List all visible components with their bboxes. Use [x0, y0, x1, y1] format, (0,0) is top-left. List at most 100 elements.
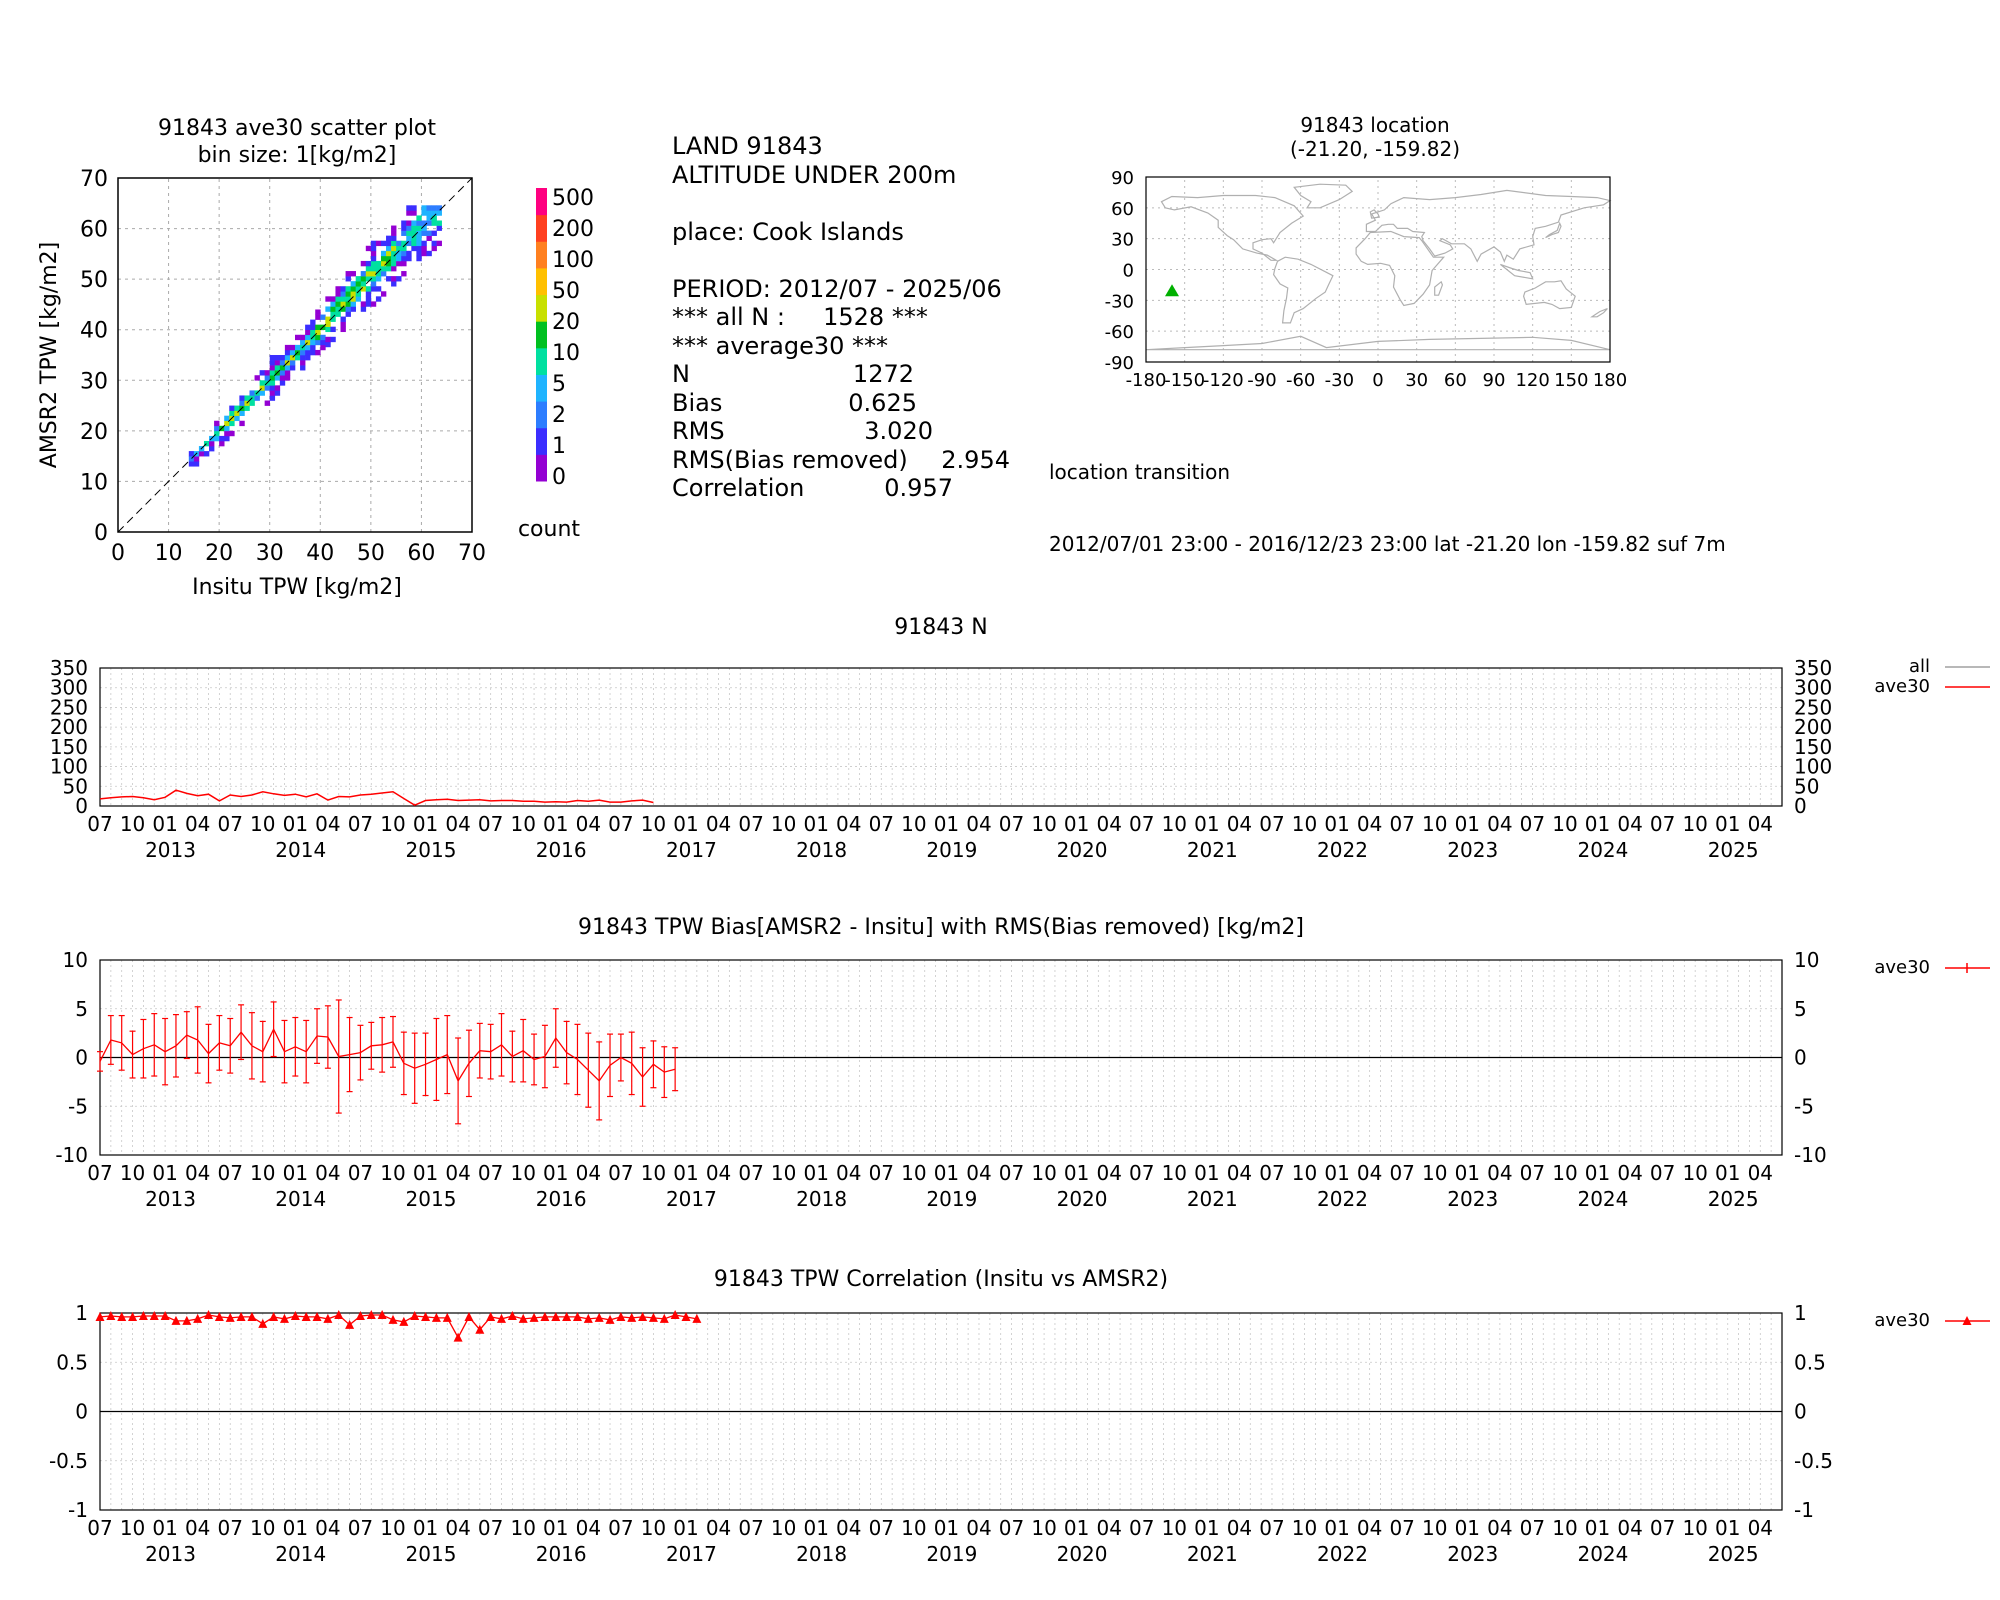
density-cell	[370, 281, 377, 287]
month-tick-label: 10	[1031, 1161, 1056, 1185]
density-cell	[340, 291, 346, 297]
density-cell	[375, 260, 382, 267]
density-cell	[391, 225, 397, 231]
density-cell	[305, 329, 311, 336]
correlation-timeseries-panel: 91843 TPW Correlation (Insitu vs AMSR2) …	[49, 1267, 1990, 1566]
density-cell	[330, 336, 336, 343]
location-transition-title: location transition	[1049, 460, 1230, 484]
density-cell	[330, 326, 336, 333]
map-ytick-label: -30	[1105, 291, 1134, 312]
year-tick-label: 2020	[1057, 838, 1108, 862]
correlation-point	[258, 1318, 268, 1328]
correlation-point	[366, 1309, 376, 1319]
correlation-point	[421, 1311, 431, 1321]
ytick-label-right: 10	[1794, 948, 1819, 972]
month-tick-label: 07	[1259, 1516, 1284, 1540]
stats-label: Correlation	[672, 474, 805, 502]
density-cell	[360, 286, 367, 292]
density-cell	[284, 344, 291, 351]
density-cell	[214, 435, 220, 442]
density-cell	[421, 205, 427, 211]
month-tick-label: 07	[1389, 812, 1414, 836]
density-cell	[229, 420, 235, 427]
density-cell	[289, 360, 296, 366]
month-tick-label: 04	[1227, 812, 1252, 836]
month-tick-label: 10	[901, 1516, 926, 1540]
density-cell	[380, 271, 387, 277]
correlation-point	[518, 1313, 528, 1323]
month-tick-label: 01	[673, 812, 698, 836]
month-tick-label: 04	[1096, 1161, 1121, 1185]
colorbar-segment	[536, 347, 547, 375]
year-tick-label: 2014	[275, 1542, 326, 1566]
ytick-label-right: 100	[1794, 755, 1832, 779]
month-tick-label: 01	[1455, 812, 1480, 836]
density-cell	[315, 329, 321, 336]
month-tick-label: 04	[1357, 1516, 1382, 1540]
density-cell	[214, 425, 220, 432]
correlation-point	[529, 1312, 539, 1322]
density-cell	[300, 355, 306, 361]
ytick-label-left: 1	[75, 1301, 88, 1325]
density-cell	[269, 390, 276, 396]
density-cell	[229, 410, 235, 416]
correlation-point	[648, 1312, 658, 1322]
density-cell	[295, 344, 301, 351]
density-cell	[370, 271, 377, 277]
ave30-correlation-line	[99, 1314, 697, 1339]
density-cell	[426, 220, 432, 226]
density-cell	[396, 250, 402, 257]
density-cell	[209, 440, 215, 447]
map-xtick-label: -60	[1286, 370, 1315, 391]
month-tick-label: 07	[478, 1516, 503, 1540]
density-cell	[406, 205, 412, 211]
year-tick-label: 2016	[536, 838, 587, 862]
density-cell	[198, 451, 205, 457]
correlation-point	[638, 1311, 648, 1321]
scatter-xlabel: Insitu TPW [kg/m2]	[192, 575, 402, 600]
density-cell	[310, 339, 316, 346]
correlation-point	[95, 1311, 105, 1321]
density-cell	[244, 395, 250, 401]
density-cell	[370, 276, 377, 282]
ytick-label-left: 150	[50, 735, 88, 759]
correlation-point	[204, 1309, 214, 1319]
density-cell	[320, 314, 326, 320]
scatter-xtick-label: 60	[407, 541, 435, 566]
ytick-label-right: -1	[1794, 1498, 1814, 1522]
month-tick-label: 10	[120, 1161, 145, 1185]
stats-row: RMS(Bias removed) 2.954	[672, 446, 1010, 475]
density-cell	[188, 456, 195, 462]
correlation-point	[128, 1311, 138, 1321]
density-cell	[325, 316, 331, 322]
density-cell	[315, 324, 321, 331]
month-tick-label: 04	[185, 1161, 210, 1185]
density-cell	[325, 296, 331, 302]
month-tick-label: 04	[1227, 1516, 1252, 1540]
density-cell	[264, 375, 271, 381]
month-tick-label: 07	[999, 1161, 1024, 1185]
density-cell	[340, 321, 346, 327]
density-cell	[229, 430, 235, 437]
density-cell	[431, 210, 437, 216]
month-tick-label: 07	[1520, 1516, 1545, 1540]
year-tick-label: 2022	[1317, 838, 1368, 862]
month-tick-label: 01	[934, 1161, 959, 1185]
map-xtick-label: 0	[1372, 370, 1383, 391]
correlation-point	[160, 1310, 170, 1320]
month-tick-label: 07	[869, 812, 894, 836]
month-tick-label: 01	[152, 1161, 177, 1185]
month-tick-label: 01	[152, 1516, 177, 1540]
year-tick-label: 2014	[275, 838, 326, 862]
density-cell	[365, 260, 372, 267]
density-cell	[340, 306, 346, 312]
density-cell	[345, 306, 351, 312]
month-tick-label: 01	[1064, 812, 1089, 836]
month-tick-label: 04	[966, 1161, 991, 1185]
month-tick-label: 07	[348, 812, 373, 836]
month-tick-label: 04	[1096, 1516, 1121, 1540]
ytick-label-right: 300	[1794, 676, 1832, 700]
month-tick-label: 01	[1194, 1516, 1219, 1540]
density-cell	[401, 240, 407, 247]
